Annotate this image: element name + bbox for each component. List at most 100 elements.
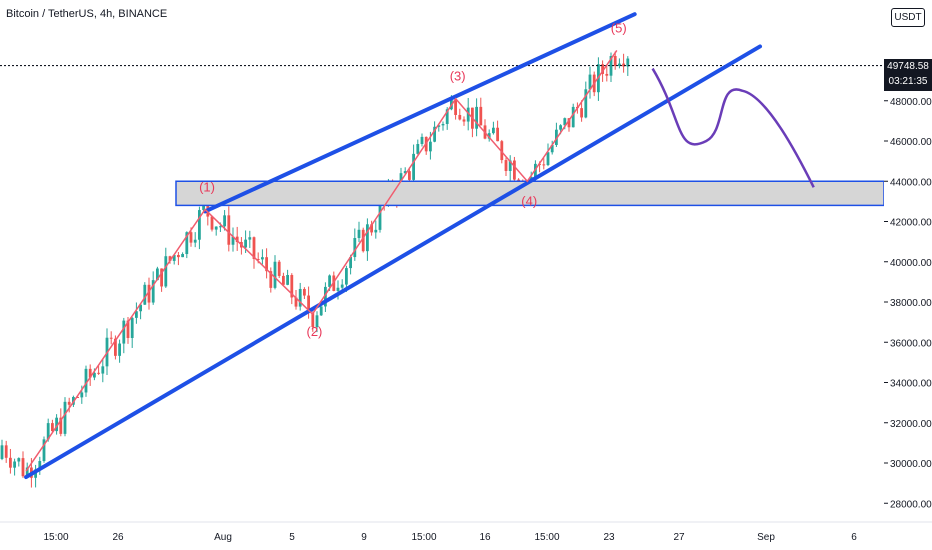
price-tick-label: 42000.00: [890, 218, 932, 229]
candle-body: [139, 304, 142, 312]
candle-body: [210, 216, 214, 230]
candle-body: [559, 125, 562, 130]
candle-body: [601, 64, 604, 74]
candle-body: [340, 284, 344, 288]
candle-body: [508, 160, 512, 171]
currency-button[interactable]: USDT: [891, 8, 925, 27]
candle-body: [38, 461, 42, 470]
candle-body: [479, 106, 483, 126]
candle-body: [231, 236, 235, 245]
candle-body: [546, 152, 550, 166]
candle-body: [475, 106, 478, 129]
price-tick-label: 36000.00: [890, 338, 932, 349]
candle-body: [59, 417, 63, 434]
candle-body: [286, 275, 289, 285]
time-tick-label: 23: [603, 532, 615, 543]
channel-upper-line: [203, 12, 637, 214]
candle-body: [542, 164, 546, 166]
price-tick-label: 38000.00: [890, 298, 932, 309]
candle-body: [126, 320, 130, 338]
candle-body: [433, 126, 436, 142]
candle-body: [244, 239, 247, 248]
candle-body: [109, 337, 113, 339]
candle-countdown: 03:21:35: [888, 76, 928, 87]
price-tick-label: 34000.00: [890, 379, 932, 390]
candle-body: [361, 229, 365, 252]
candle-body: [324, 286, 327, 307]
candle-body: [315, 315, 319, 327]
price-tick-label: 28000.00: [890, 499, 932, 510]
candle-body: [441, 123, 445, 126]
candle-body: [130, 317, 134, 338]
candle-body: [261, 257, 264, 260]
candle-body: [605, 73, 609, 76]
candle-body: [311, 312, 315, 327]
candle-body: [374, 229, 378, 233]
candle-body: [445, 109, 449, 124]
wave-label-4: (4): [521, 193, 537, 208]
candle-body: [219, 226, 222, 228]
candle-body: [307, 295, 310, 313]
price-tick-label: 48000.00: [890, 97, 932, 108]
candle-body: [298, 288, 302, 307]
time-tick-label: Aug: [214, 532, 232, 543]
candle-body: [248, 237, 252, 240]
candle-body: [273, 261, 277, 288]
candle-body: [319, 306, 323, 316]
candle-body: [4, 445, 8, 458]
candle-body: [458, 114, 462, 120]
wave-line: [25, 50, 618, 472]
candle-body: [223, 215, 226, 227]
candle-body: [622, 63, 625, 67]
candle-body: [613, 56, 617, 66]
candle-body: [151, 280, 155, 303]
wave-label-3: (3): [450, 69, 466, 84]
candle-body: [46, 423, 50, 440]
candle-body: [76, 396, 79, 398]
candle-body: [214, 226, 218, 230]
candle-body: [408, 171, 411, 180]
candle-body: [437, 125, 441, 127]
candle-body: [160, 268, 163, 287]
price-tick-label: 46000.00: [890, 137, 932, 148]
time-tick-label: 5: [289, 532, 295, 543]
candle-body: [303, 288, 306, 296]
candle-body: [429, 141, 432, 152]
candle-body: [55, 417, 58, 432]
candle-body: [51, 423, 54, 432]
candle-body: [88, 368, 92, 378]
wave-label-1: (1): [199, 179, 215, 194]
candle-body: [412, 153, 415, 180]
candle-body: [42, 439, 46, 462]
time-tick-label: 26: [112, 532, 124, 543]
candle-body: [349, 257, 352, 269]
candle-body: [366, 224, 369, 252]
candle-body: [143, 284, 147, 305]
candle-body: [164, 256, 168, 287]
time-tick-label: 15:00: [534, 532, 559, 543]
time-tick-label: 6: [851, 532, 857, 543]
candle-body: [265, 257, 268, 272]
candle-body: [135, 311, 138, 318]
candle-body: [227, 215, 231, 245]
candle-body: [97, 372, 100, 374]
candle-body: [294, 297, 298, 307]
candle-body: [580, 108, 583, 118]
candle-body: [13, 461, 16, 468]
last-price-tag: 49748.58 03:21:35: [884, 59, 932, 91]
candle-body: [588, 74, 592, 90]
candle-body: [345, 268, 348, 285]
candle-body: [500, 141, 504, 161]
last-price-value: 49748.58: [887, 61, 929, 72]
candle-body: [256, 258, 260, 260]
candle-body: [492, 127, 495, 134]
support-zone: [175, 180, 885, 207]
candle-body: [202, 204, 205, 211]
candle-body: [336, 287, 340, 291]
candle-body: [555, 129, 558, 145]
candle-body: [328, 275, 331, 287]
time-tick-label: 15:00: [411, 532, 436, 543]
candle-body: [370, 224, 373, 233]
candle-body: [147, 284, 151, 303]
